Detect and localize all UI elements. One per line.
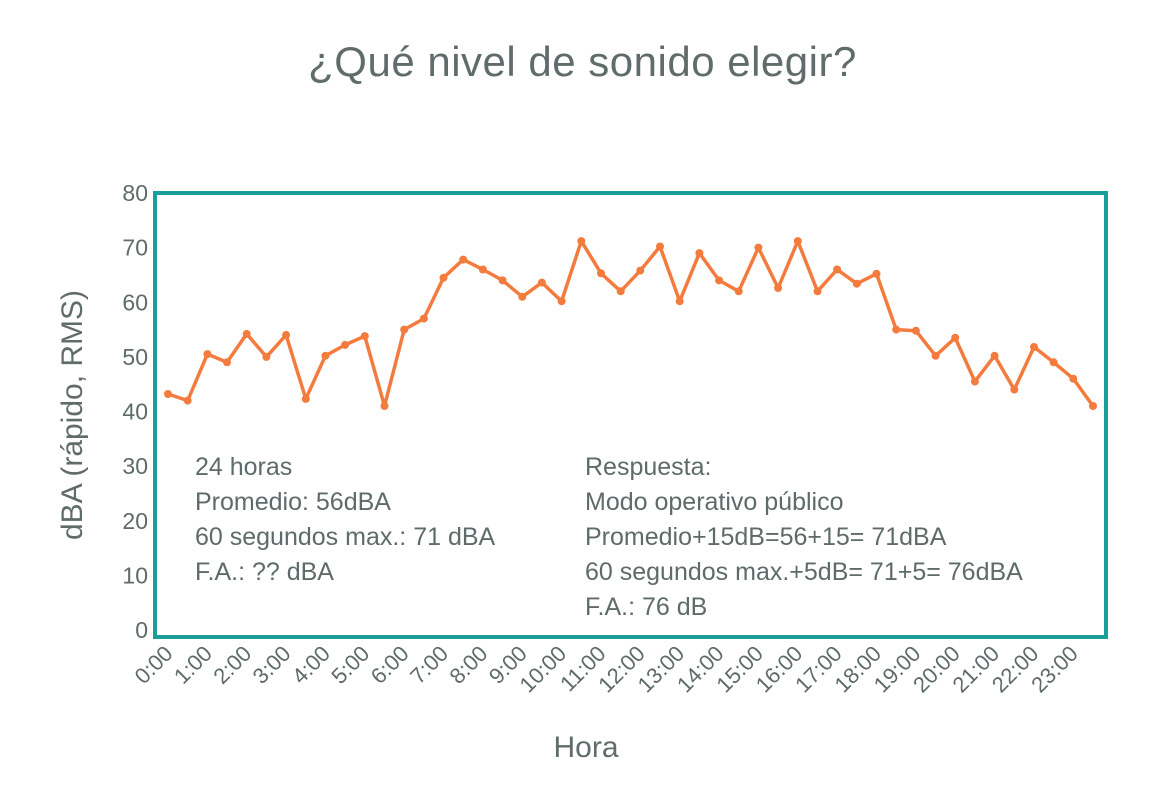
x-tick-label: 10:00: [515, 641, 572, 698]
data-point: [656, 242, 664, 251]
data-point: [321, 351, 330, 360]
y-tick-label: 80: [122, 180, 148, 206]
data-point: [695, 249, 704, 258]
data-point: [518, 292, 527, 301]
annotation-line: 60 segundos max.: 71 dBA: [195, 523, 496, 551]
data-point: [872, 269, 881, 278]
data-point: [1010, 385, 1019, 394]
data-point: [715, 276, 724, 285]
y-axis-ticks: 0 10 20 30 40 50 60 70 80: [122, 180, 148, 643]
data-point: [498, 276, 507, 285]
data-point: [360, 332, 369, 341]
data-point: [990, 351, 999, 360]
x-tick-label: 4:00: [287, 641, 335, 689]
annotation-right: Respuesta: Modo operativo público Promed…: [585, 450, 1023, 625]
annotation-left: 24 horas Promedio: 56dBA 60 segundos max…: [195, 450, 495, 590]
y-tick-label: 20: [122, 508, 148, 534]
y-tick-label: 0: [135, 617, 148, 643]
data-point: [734, 287, 743, 296]
plot-frame: [153, 191, 1108, 639]
data-point: [793, 237, 802, 246]
x-tick-label: 7:00: [405, 641, 453, 689]
annotation-line: Promedio: 56dBA: [195, 488, 391, 516]
x-tick-label: 0:00: [130, 641, 178, 689]
x-tick-label: 3:00: [248, 641, 296, 689]
data-point: [1030, 343, 1038, 351]
data-point: [675, 297, 684, 306]
data-point: [754, 243, 763, 252]
x-tick-label: 1:00: [169, 641, 217, 689]
data-point: [852, 279, 861, 288]
data-point: [262, 352, 271, 361]
series-group: [164, 237, 1097, 410]
data-point: [774, 284, 783, 292]
data-point: [911, 326, 920, 335]
annotation-line: 60 segundos max.+5dB= 71+5= 76dBA: [585, 558, 1023, 586]
data-point: [813, 287, 822, 296]
y-tick-label: 60: [122, 289, 148, 315]
x-axis-label: Hora: [553, 731, 618, 764]
annotation-line: 24 horas: [195, 453, 293, 481]
y-tick-label: 40: [122, 399, 148, 425]
data-point: [164, 390, 172, 398]
data-point: [380, 402, 389, 410]
data-point: [203, 350, 212, 359]
data-point: [341, 340, 350, 349]
x-tick-label: 2:00: [208, 641, 256, 689]
data-point: [970, 377, 979, 386]
data-point: [951, 333, 960, 342]
data-point: [242, 329, 251, 338]
series-line: [167, 239, 1095, 408]
y-tick-label: 30: [122, 453, 148, 479]
data-point: [931, 351, 940, 360]
data-point: [282, 331, 291, 339]
data-point: [892, 325, 901, 334]
data-point: [833, 265, 842, 274]
y-tick-label: 50: [122, 344, 148, 370]
data-point: [557, 297, 566, 306]
data-point: [439, 273, 448, 282]
data-point: [636, 266, 645, 275]
data-point: [419, 314, 428, 323]
x-tick-label: 6:00: [366, 641, 414, 689]
data-point: [459, 255, 468, 264]
x-tick-label: 8:00: [444, 641, 492, 689]
data-point: [1069, 374, 1078, 383]
x-tick-label: 5:00: [326, 641, 374, 689]
annotation-line: Respuesta:: [585, 453, 712, 481]
annotation-line: Promedio+15dB=56+15= 71dBA: [585, 523, 947, 551]
y-axis-label: dBA (rápido, RMS): [56, 290, 89, 540]
data-point: [400, 325, 409, 334]
annotation-line: Modo operativo público: [585, 488, 844, 516]
data-point: [616, 287, 625, 296]
y-tick-label: 10: [122, 562, 148, 588]
data-point: [1049, 358, 1058, 367]
data-point: [301, 394, 310, 403]
data-point: [597, 269, 605, 278]
data-point: [537, 278, 546, 287]
data-point: [478, 265, 487, 274]
y-tick-label: 70: [122, 235, 148, 261]
annotation-line: F.A.: 76 dB: [585, 593, 708, 621]
annotation-line: F.A.: ?? dBA: [195, 558, 334, 586]
x-axis-ticks: 0:001:002:003:004:005:006:007:008:009:00…: [130, 641, 1083, 698]
data-point: [1089, 402, 1097, 410]
data-point: [577, 237, 586, 246]
data-point: [223, 358, 231, 367]
chart-title: ¿Qué nivel de sonido elegir?: [308, 38, 857, 85]
x-tick-label: 23:00: [1026, 641, 1083, 698]
data-point: [183, 396, 192, 405]
